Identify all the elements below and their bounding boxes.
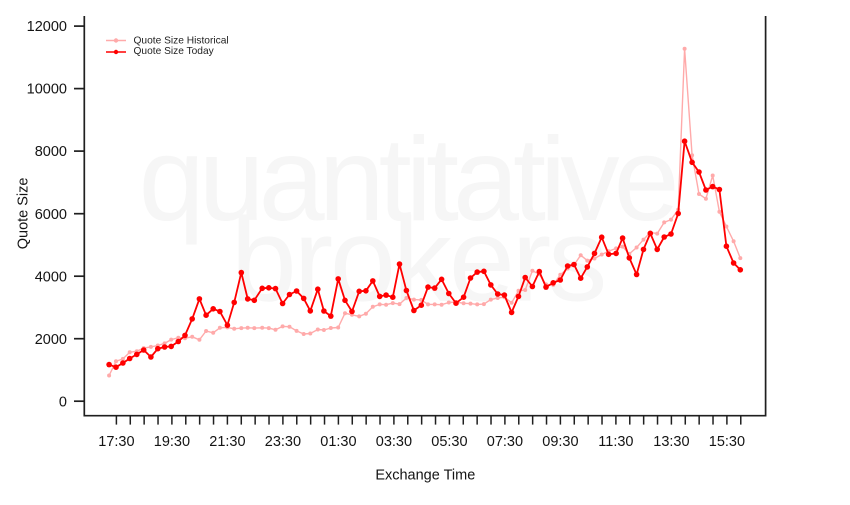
- svg-text:23:30: 23:30: [265, 434, 301, 450]
- svg-text:03:30: 03:30: [376, 434, 412, 450]
- svg-text:quantitative: quantitative: [139, 114, 675, 246]
- svg-text:17:30: 17:30: [98, 434, 134, 450]
- svg-text:4000: 4000: [35, 269, 67, 285]
- svg-text:Quote Size Historical: Quote Size Historical: [134, 36, 229, 47]
- svg-text:07:30: 07:30: [487, 434, 523, 450]
- svg-text:12000: 12000: [27, 19, 67, 35]
- svg-text:Quote Size Today: Quote Size Today: [134, 46, 215, 57]
- svg-text:Quote Size: Quote Size: [16, 178, 32, 250]
- svg-text:19:30: 19:30: [154, 434, 190, 450]
- svg-text:13:30: 13:30: [653, 434, 689, 450]
- svg-text:10000: 10000: [27, 82, 67, 98]
- svg-text:brokers: brokers: [231, 195, 604, 327]
- svg-text:Exchange Time: Exchange Time: [375, 468, 475, 484]
- svg-text:0: 0: [59, 394, 67, 410]
- svg-text:09:30: 09:30: [542, 434, 578, 450]
- svg-text:01:30: 01:30: [320, 434, 356, 450]
- svg-text:2000: 2000: [35, 332, 67, 348]
- svg-text:15:30: 15:30: [709, 434, 745, 450]
- svg-text:05:30: 05:30: [431, 434, 467, 450]
- svg-text:11:30: 11:30: [598, 434, 633, 450]
- svg-text:8000: 8000: [35, 144, 67, 160]
- svg-text:6000: 6000: [35, 207, 67, 223]
- svg-text:21:30: 21:30: [209, 434, 245, 450]
